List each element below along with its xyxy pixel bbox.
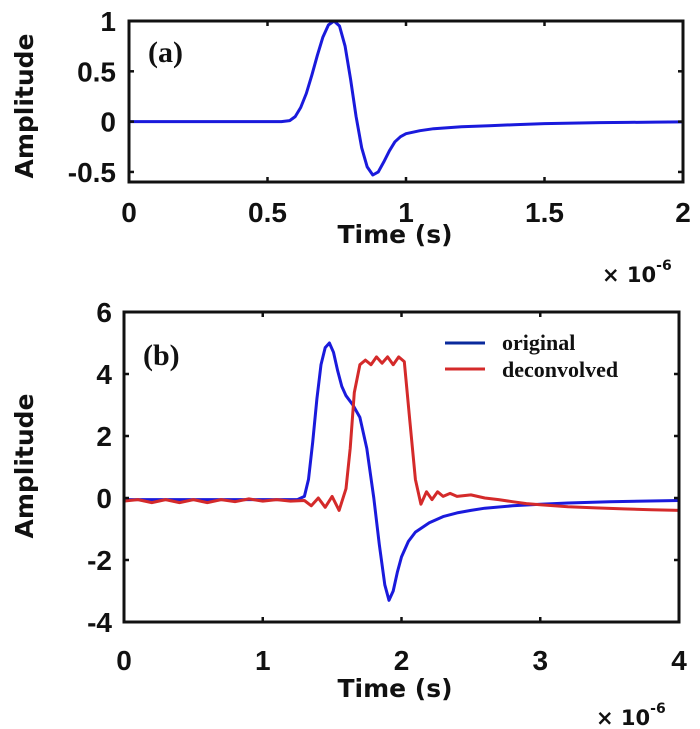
panel-a-xtick-label: 1 [398,197,414,228]
panel-b: 0 1 2 3 4 -4 -2 0 2 4 6 (b) original deconvolved T… [10,297,687,729]
panel-a-ylabel: Amplitude [10,33,39,178]
panel-b-series-deconvolved [122,355,681,512]
panel-a-ytick-label: 0.5 [77,56,116,87]
panel-b-xtick-label: 1 [255,645,271,676]
panel-b-series-group [122,341,681,602]
panel-b-label: (b) [143,339,180,372]
panel-b-ytick-label: 6 [96,297,112,328]
panel-b-xtick-label: 0 [116,645,132,676]
panel-b-xtick-label: 3 [532,645,548,676]
legend-label-original: original [502,330,575,355]
panel-b-series-original [122,341,681,602]
panel-a-xtick-label: 0.5 [248,197,287,228]
panel-b-ytick-label: 2 [96,421,112,452]
panel-a-xlabel: Time (s) [337,220,452,249]
panel-b-ytick-label: 4 [96,359,112,390]
panel-b-ytick-label: 0 [96,483,112,514]
panel-b-ytick-label: -4 [87,607,112,638]
panel-b-xtick-label: 2 [394,645,410,676]
panel-b-ytick-label: -2 [87,545,112,576]
panel-a-xtick-label: 0 [121,197,137,228]
panel-a-series-signal [127,19,685,177]
panel-b-x-multiplier: × 10-6 [596,701,666,729]
panel-a-label: (a) [148,36,183,69]
panel-a-ytick-label: -0.5 [68,157,116,188]
legend-label-deconvolved: deconvolved [502,357,618,382]
panel-a-axes-frame [127,19,685,184]
panel-a-x-multiplier: × 10-6 [602,258,672,287]
panel-a-series-group [127,19,685,177]
panel-b-xlabel: Time (s) [337,674,452,703]
panel-a-xtick-label: 1.5 [525,197,564,228]
panel-a-ticks: 0 0.5 1 1.5 2-0.500.51 [68,6,691,228]
panel-b-legend: original deconvolved [445,330,618,382]
panel-b-ticks: 0 1 2 3 4 -4 -2 0 2 4 6 [87,297,687,676]
panel-a: 0 0.5 1 1.5 2-0.500.51 (a) Time (s) Amplitud… [10,6,691,287]
panel-a-ytick-label: 0 [100,107,116,138]
panel-a-ytick-label: 1 [100,6,116,37]
panel-b-ylabel: Amplitude [10,393,39,538]
panel-a-xtick-label: 2 [675,197,691,228]
panel-b-xtick-label: 4 [671,645,687,676]
